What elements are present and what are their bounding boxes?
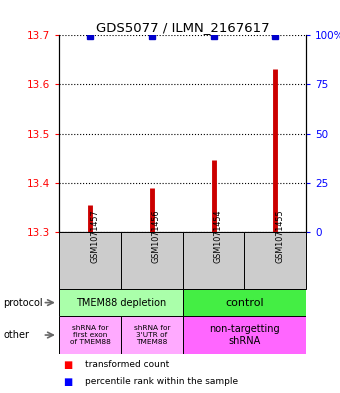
Title: GDS5077 / ILMN_2167617: GDS5077 / ILMN_2167617 — [96, 21, 270, 34]
Text: GSM1071457: GSM1071457 — [90, 209, 99, 263]
Text: GSM1071455: GSM1071455 — [275, 209, 284, 263]
Text: shRNA for
first exon
of TMEM88: shRNA for first exon of TMEM88 — [70, 325, 111, 345]
Text: ■: ■ — [63, 360, 72, 370]
Text: GSM1071456: GSM1071456 — [152, 210, 161, 263]
Text: protocol: protocol — [3, 298, 43, 308]
Bar — [121, 232, 183, 289]
Text: non-targetting
shRNA: non-targetting shRNA — [209, 324, 280, 346]
Bar — [59, 289, 183, 316]
Text: ■: ■ — [63, 377, 72, 387]
Text: GSM1071454: GSM1071454 — [214, 210, 223, 263]
Bar — [183, 232, 244, 289]
Bar — [244, 232, 306, 289]
Text: TMEM88 depletion: TMEM88 depletion — [76, 298, 166, 308]
Text: other: other — [3, 330, 29, 340]
Bar — [183, 316, 306, 354]
Text: percentile rank within the sample: percentile rank within the sample — [85, 377, 238, 386]
Text: transformed count: transformed count — [85, 360, 169, 369]
Text: shRNA for
3'UTR of
TMEM88: shRNA for 3'UTR of TMEM88 — [134, 325, 170, 345]
Bar — [59, 316, 121, 354]
Bar — [183, 289, 306, 316]
Text: control: control — [225, 298, 264, 308]
Bar — [121, 316, 183, 354]
Bar — [59, 232, 121, 289]
